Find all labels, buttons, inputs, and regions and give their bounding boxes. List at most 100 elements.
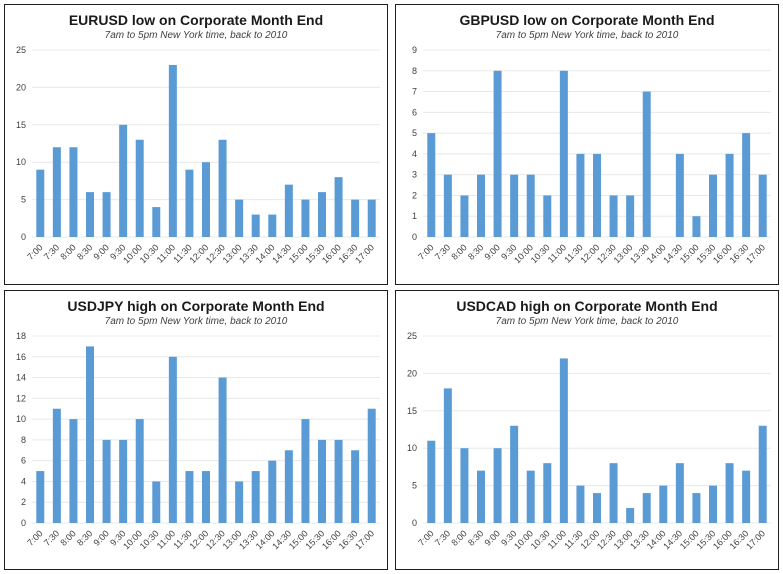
x-tick-label: 7:30 [42,528,61,547]
y-tick-label: 5 [412,480,417,490]
chart-subtitle: 7am to 5pm New York time, back to 2010 [104,315,288,327]
bar-15:00 [301,199,310,237]
bar-13:00 [626,507,635,523]
bar-14:00 [268,214,277,237]
x-tick-label: 8:30 [466,528,485,547]
bar-16:30 [351,199,360,237]
bar-15:30 [318,439,326,523]
bar-14:30 [284,449,293,523]
y-tick-label: 12 [16,393,26,403]
y-tick-label: 2 [412,190,417,200]
y-tick-label: 5 [21,195,26,205]
bar-15:30 [709,174,717,237]
bar-13:00 [235,199,244,237]
y-tick-label: 20 [16,82,26,92]
bar-17:00 [367,408,376,523]
bar-8:30 [477,470,485,523]
y-tick-label: 2 [21,497,26,507]
bar-13:30 [251,470,260,523]
y-tick-label: 5 [412,128,417,138]
bar-11:00 [559,357,568,523]
bar-9:00 [493,447,502,523]
y-tick-label: 0 [21,232,26,242]
bar-16:30 [351,449,360,523]
x-tick-label: 9:00 [483,242,502,261]
bar-16:00 [334,177,343,237]
y-tick-label: 0 [412,518,417,528]
bar-10:30 [543,195,552,237]
bar-16:00 [725,462,734,523]
y-tick-label: 6 [412,107,417,117]
x-tick-label: 8:00 [58,242,77,261]
bar-17:00 [758,174,767,237]
bar-chart-usdjpy-high: 0246810121416187:007:308:008:309:009:301… [16,331,380,551]
y-tick-label: 16 [16,351,26,361]
bar-16:00 [725,153,734,237]
x-tick-label: 17:00 [744,528,767,551]
x-tick-label: 9:00 [92,528,111,547]
bar-11:30 [185,169,194,237]
bar-17:00 [758,425,767,523]
y-tick-label: 20 [407,368,417,378]
x-tick-label: 7:00 [416,528,435,547]
bar-12:30 [609,195,618,237]
x-tick-label: 8:30 [466,242,485,261]
chart-title: EURUSD low on Corporate Month End [68,12,324,28]
x-tick-label: 9:00 [483,528,502,547]
bar-14:30 [675,462,684,523]
y-tick-label: 4 [412,149,417,159]
bar-10:00 [526,174,535,237]
bar-chart-gbpusd-low: 01234567897:007:308:008:309:009:3010:001… [412,45,771,265]
bar-17:00 [367,199,376,237]
x-tick-label: 7:30 [433,242,452,261]
chart-panel-usdcad-high: USDCAD high on Corporate Month End 7am t… [395,289,779,570]
y-tick-label: 9 [412,45,417,55]
bar-13:30 [642,492,651,523]
bar-8:00 [460,195,469,237]
bar-14:30 [675,153,684,237]
x-tick-label: 7:30 [433,528,452,547]
bar-16:00 [334,439,343,523]
x-tick-label: 9:00 [92,242,111,261]
x-tick-label: 7:30 [42,242,61,261]
bar-7:00 [427,440,436,523]
bar-7:30 [52,147,61,237]
y-tick-label: 18 [16,331,26,341]
bar-15:00 [692,492,701,523]
chart-subtitle: 7am to 5pm New York time, back to 2010 [495,315,679,327]
y-tick-label: 10 [16,414,26,424]
x-tick-label: 17:00 [353,242,376,265]
x-tick-label: 17:00 [744,242,767,265]
bar-13:00 [626,195,635,237]
y-tick-label: 4 [21,476,26,486]
bar-12:30 [609,462,618,523]
bar-12:00 [593,153,601,237]
bar-11:30 [576,153,585,237]
y-tick-label: 6 [21,455,26,465]
x-tick-label: 8:00 [449,242,468,261]
bar-7:00 [36,470,45,523]
bar-15:30 [318,192,326,237]
bar-9:30 [119,124,128,237]
x-tick-label: 10:30 [529,242,552,265]
bar-8:00 [460,447,469,523]
bar-11:30 [185,470,194,523]
bar-chart-eurusd-low: 05101520257:007:308:008:309:009:3010:001… [16,45,380,265]
x-tick-label: 10:30 [138,242,161,265]
bar-12:00 [202,162,210,237]
bar-10:30 [152,207,161,237]
bar-9:30 [510,425,519,523]
x-tick-label: 10:30 [529,528,552,551]
bar-7:30 [443,387,452,523]
y-tick-label: 25 [16,45,26,55]
bar-11:00 [559,70,568,238]
bar-7:30 [443,174,452,237]
chart-title: GBPUSD low on Corporate Month End [459,12,715,28]
x-tick-label: 7:00 [25,528,44,547]
y-tick-label: 8 [412,66,417,76]
x-tick-label: 8:00 [449,528,468,547]
bar-8:00 [69,147,78,237]
y-tick-label: 14 [16,372,26,382]
bar-10:00 [526,470,535,523]
bar-11:30 [576,485,585,523]
